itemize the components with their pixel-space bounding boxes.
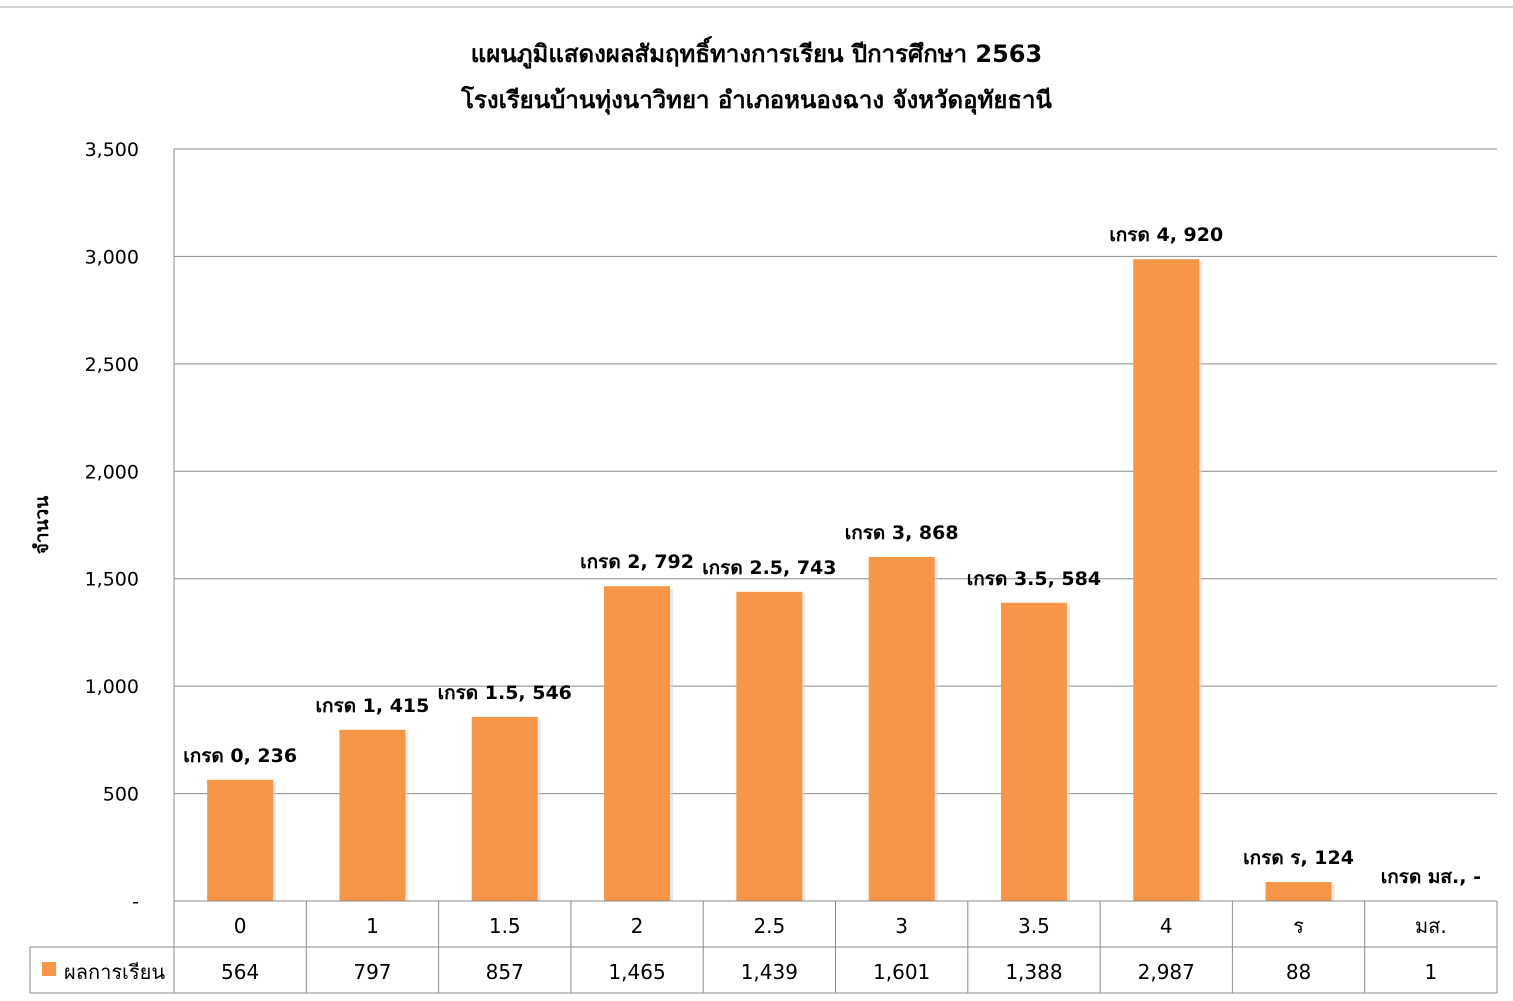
x-category-label: มส. [1415, 914, 1447, 938]
table-value: 564 [221, 960, 259, 984]
y-tick-label: 3,000 [85, 246, 139, 268]
y-tick-label: 1,500 [85, 569, 139, 591]
top-border [0, 6, 1513, 8]
data-label: เกรด 0, 236 [183, 745, 297, 767]
legend-swatch [42, 962, 56, 976]
bar [736, 591, 803, 901]
bar [1265, 882, 1332, 901]
legend-label: ผลการเรียน [64, 960, 165, 984]
data-label: เกรด มส., - [1381, 866, 1481, 888]
bar [868, 557, 935, 901]
x-category-label: 3.5 [1018, 914, 1050, 938]
data-label: เกรด 2, 792 [580, 551, 694, 573]
x-category-label: 0 [234, 914, 247, 938]
y-axis-title: จำนวน [31, 496, 53, 554]
bar [471, 716, 538, 901]
data-label: เกรด 2.5, 743 [702, 557, 836, 579]
x-category-label: 3 [895, 914, 908, 938]
x-category-label: 2.5 [753, 914, 785, 938]
x-category-label: 1 [366, 914, 379, 938]
data-label: เกรด 3, 868 [845, 522, 959, 544]
table-value: 88 [1286, 960, 1311, 984]
data-label: เกรด 1.5, 546 [438, 682, 572, 704]
chart-subtitle: โรงเรียนบ้านทุ่งนาวิทยา อำเภอหนองฉาง จัง… [461, 86, 1052, 114]
data-label: เกรด 4, 920 [1109, 224, 1223, 246]
bar [207, 779, 274, 901]
x-category-label: 2 [631, 914, 644, 938]
data-label: เกรด ร, 124 [1243, 847, 1354, 869]
table-value: 797 [353, 960, 391, 984]
table-value: 1 [1424, 960, 1437, 984]
chart-title: แผนภูมิแสดงผลสัมฤทธิ์ทางการเรียน ปีการศึ… [470, 40, 1043, 68]
table-value: 1,439 [741, 960, 798, 984]
bar [604, 586, 671, 901]
data-label: เกรด 3.5, 584 [967, 568, 1101, 590]
bar [339, 729, 406, 901]
bar [1133, 259, 1200, 902]
x-category-label: 1.5 [489, 914, 521, 938]
data-label: เกรด 1, 415 [316, 695, 430, 717]
table-value: 2,987 [1138, 960, 1195, 984]
table-value: 857 [486, 960, 524, 984]
table-value: 1,601 [873, 960, 930, 984]
y-tick-label: 3,500 [85, 139, 139, 161]
y-tick-label: - [132, 891, 139, 913]
y-tick-label: 500 [103, 784, 139, 806]
y-tick-label: 2,500 [85, 354, 139, 376]
table-value: 1,465 [608, 960, 665, 984]
x-category-label: ร [1293, 914, 1304, 938]
bar [1000, 602, 1067, 901]
x-category-label: 4 [1160, 914, 1173, 938]
y-tick-label: 2,000 [85, 461, 139, 483]
table-value: 1,388 [1005, 960, 1062, 984]
y-tick-label: 1,000 [85, 676, 139, 698]
